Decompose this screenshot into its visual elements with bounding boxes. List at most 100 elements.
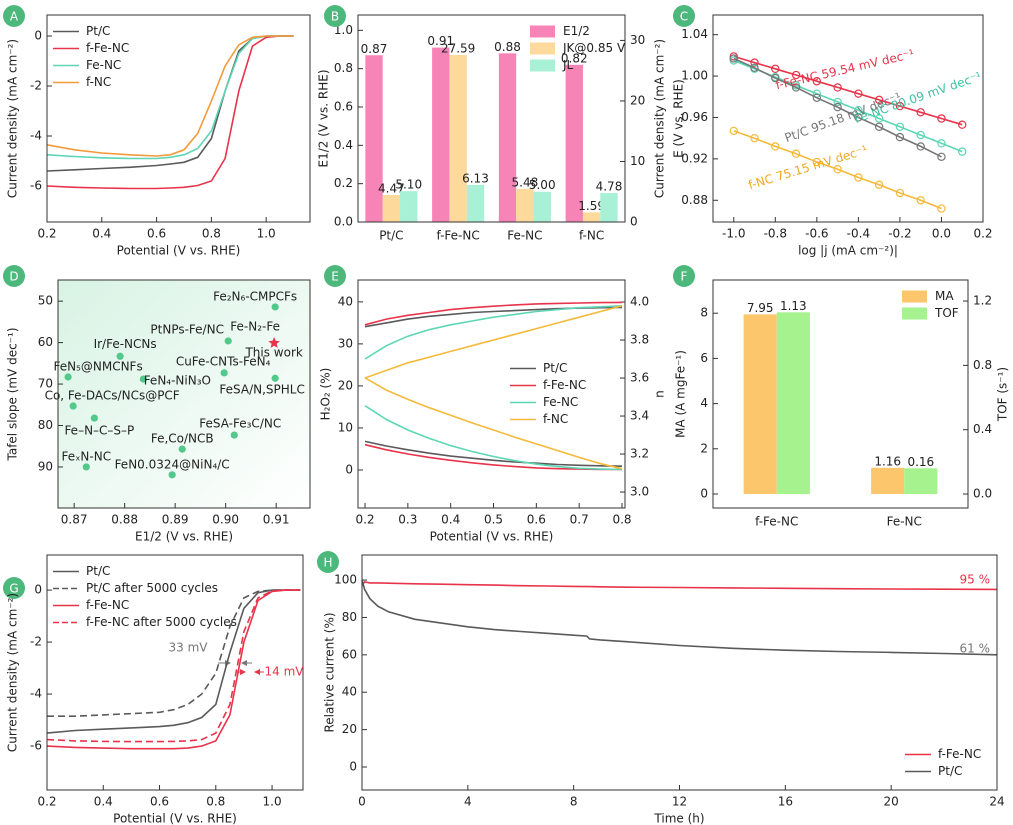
x-tick-label: 0.2 [973,227,992,241]
marker [854,89,863,98]
value-label: 5.48 [512,175,539,189]
legend-label: f-Fe-NC [86,41,129,55]
y-tick-label: 20 [342,722,357,736]
x-tick-label: 24 [989,795,1004,809]
legend-label: f-Fe-NC [86,598,129,612]
line [364,301,623,326]
y2-tick-label: 3.2 [630,447,649,461]
legend-label: f-Fe-NC [938,747,981,761]
fit-line [733,130,942,210]
x-axis-label: Potential (V vs. RHE) [113,812,237,825]
bar [871,467,905,494]
y-tick-label: 90 [38,459,53,473]
legend-label: TOF [934,306,959,320]
y-tick-label: 8 [700,306,708,320]
marker [271,303,279,311]
marker [220,369,228,377]
point-label: FeSA-Fe₃C/NC [199,417,281,431]
point-label: Fe–N–C–S–P [64,424,134,438]
point-label: Co, Fe-DACs/NCs@PCF [45,389,180,403]
y-axis-label: Current density (mA cm⁻²) [6,39,20,198]
plot-frame [712,14,984,223]
marker [139,375,147,383]
legend-swatch [530,42,555,55]
y-axis-label: H₂O₂ (%) [319,368,333,421]
legend-swatch [530,25,555,38]
y2-tick-label: 0.8 [973,358,992,372]
y-tick-label: -6 [30,739,42,753]
marker [812,93,822,103]
line [46,35,294,157]
x-axis-label: Time (h) [653,812,704,825]
x-tick-label: 0.6 [527,513,546,527]
y-tick-label: 60 [342,647,357,661]
panel-badge [324,5,346,27]
marker [116,352,124,360]
x-tick-label: -0.4 [847,227,870,241]
bar [904,468,938,495]
y-axis-label: Current density (mA cm⁻²) [6,593,20,752]
y-tick-label: -6 [30,179,42,193]
y-tick-label: 0.8 [334,61,353,75]
value-label: 1.13 [780,299,807,313]
x-tick-label: 0.4 [92,227,111,241]
marker [958,120,967,129]
value-label: 27.59 [441,42,475,56]
point-label: FeₓN-NC [61,449,111,463]
value-label: 1.59 [578,199,605,213]
marker [916,196,925,205]
point-label: FeSA/N,SPHLC [219,383,304,397]
y-tick-label: 20 [338,378,353,392]
marker [791,83,801,92]
y-tick-label: 40 [338,294,353,308]
x-tick-label: Fe-NC [887,515,922,529]
legend-swatch [530,59,555,72]
annotation: 14 mV [265,665,305,679]
y-tick-label: 0.88 [681,193,708,207]
legend-label: Pt/C [543,361,567,375]
marker [771,73,780,83]
value-label: 4.78 [596,180,623,194]
panel-label: D [9,270,18,284]
marker [729,54,738,63]
bar [600,193,618,222]
x-tick-label: 0.5 [484,513,503,527]
x-tick-label: 12 [672,795,687,809]
point-label: CuFe-CNTs-FeN₄ [176,354,271,368]
bar [498,53,517,223]
bar [382,194,401,222]
marker [874,114,884,123]
y2-tick-label: 3.4 [630,409,649,423]
x-tick-label: 1.0 [263,795,282,809]
y-tick-label: 40 [342,685,357,699]
y2-tick-label: 20 [630,93,645,107]
y2-tick-label: 0 [630,215,638,229]
x-tick-label: 0.6 [147,227,166,241]
y-tick-label: 0.96 [681,110,708,124]
marker [916,108,925,117]
x-tick-label: 1.0 [257,227,276,241]
marker [750,58,759,67]
panel-badge [3,5,25,27]
y-tick-label: 0.0 [334,215,353,229]
marker [874,95,884,105]
line [46,589,301,750]
bar [776,312,810,495]
legend-label: f-NC [86,75,111,89]
y-tick-label: 0.4 [334,138,353,152]
point-note: This work [244,346,302,360]
marker [937,204,946,213]
y-tick-label: 0 [34,29,42,43]
x-tick-label: Fe-NC [507,229,542,243]
legend-label: Fe-NC [543,395,578,409]
point-label: PtNPs-Fe/NC [150,322,224,336]
y-tick-label: 0 [345,462,353,476]
line [46,35,294,160]
bar [365,55,383,222]
panel-badge [3,265,25,287]
marker [895,132,905,142]
legend-label: JK@0.85 V [562,41,626,55]
x-axis-label: E1/2 (V vs. RHE) [135,530,233,544]
line [361,581,998,591]
